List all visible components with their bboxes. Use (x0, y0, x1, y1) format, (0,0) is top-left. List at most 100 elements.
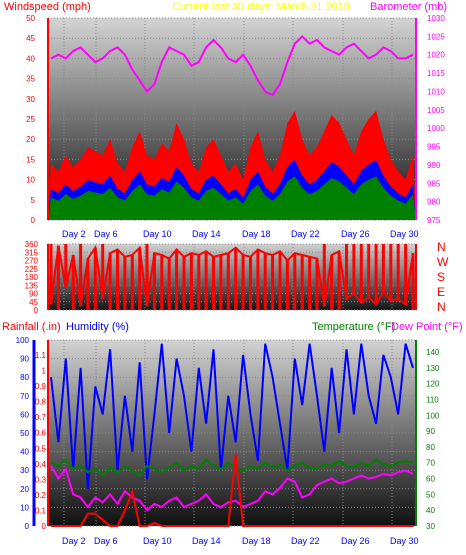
compass-label: S (437, 270, 445, 284)
rainfall-tick: 0.5 (35, 444, 47, 453)
temperature-tick: 40 (426, 506, 435, 515)
x-tick-label: Day 2 (62, 536, 86, 546)
humidity-line (50, 343, 414, 489)
temperature-tick: 140 (426, 348, 440, 357)
barometer-tick: 1015 (427, 69, 445, 78)
temperature-tick: 60 (426, 475, 435, 484)
dewpoint-axis-title: Dew Point (°F) (391, 321, 463, 333)
rainfall-axis-title: Rainfall (.in) (2, 321, 61, 333)
compass-label: W (437, 255, 449, 269)
barometer-tick: 995 (427, 143, 441, 152)
x-tick-label: Day 30 (390, 536, 419, 546)
windspeed-axis-title: Windspeed (mph) (4, 1, 91, 13)
temperature-tick: 120 (426, 380, 440, 389)
direction-tick: 315 (25, 248, 39, 257)
humidity-tick: 20 (20, 485, 29, 494)
humidity-tick: 100 (16, 336, 30, 345)
windspeed-tick: 50 (26, 14, 35, 23)
x-tick-label: Day 14 (192, 536, 221, 546)
wind-x-labels: Day 2 Day 6 Day 10 Day 14 Day 18 Day 22 Day 26… (62, 229, 419, 239)
wind-low-area (48, 176, 416, 220)
barometer-tick: 1000 (427, 124, 445, 133)
direction-tick: 0 (34, 306, 39, 315)
temperature-tick: 100 (426, 411, 440, 420)
rainfall-tick: 0.3 (35, 475, 47, 484)
rainfall-tick: 0.7 (35, 413, 47, 422)
barometer-tick: 985 (427, 179, 441, 188)
rainfall-tick: 0.2 (35, 491, 47, 500)
barometer-tick: 1025 (427, 32, 445, 41)
compass-label: N (437, 300, 446, 314)
temperature-tick: 50 (426, 490, 435, 499)
rainfall-tick: 0.8 (35, 398, 47, 407)
chart-title: Current last 30 days: March 31 2018 (172, 1, 350, 13)
rainfall-tick: 0 (42, 522, 47, 531)
x-tick-label: Day 18 (242, 536, 271, 546)
direction-tick: 360 (25, 240, 39, 249)
barometer-tick: 1005 (427, 106, 445, 115)
temperature-axis-title: Temperature (°F) (312, 321, 395, 333)
x-tick-label: Day 2 (62, 229, 86, 239)
humidity-series (50, 343, 414, 527)
temperature-tick-labels: 140 130 120 110 100 90 80 70 60 50 40 30 (426, 348, 440, 531)
temperature-tick: 70 (426, 459, 435, 468)
humidity-axis-title: Humidity (%) (66, 321, 129, 333)
temperature-tick: 130 (426, 364, 440, 373)
x-tick-label: Day 10 (143, 229, 172, 239)
temperature-tick: 80 (426, 443, 435, 452)
humidity-tick: 80 (20, 373, 29, 382)
barometer-tick: 980 (427, 198, 441, 207)
compass-label: E (437, 285, 445, 299)
direction-tick: 90 (29, 290, 38, 299)
barometer-tick: 1030 (427, 14, 445, 23)
windspeed-tick: 45 (26, 34, 35, 43)
dewpoint-line (50, 465, 414, 512)
rainfall-tick: 0.1 (35, 506, 47, 515)
x-tick-label: Day 18 (242, 229, 271, 239)
rainfall-tick: 0.9 (35, 382, 47, 391)
humidity-x-labels: Day 2 Day 6 Day 10 Day 14 Day 18 Day 22 Day 26… (62, 536, 419, 546)
rainfall-line (51, 454, 413, 527)
humidity-tick: 50 (20, 429, 29, 438)
barometer-tick: 975 (427, 216, 441, 225)
humidity-tick: 0 (25, 522, 30, 531)
windspeed-tick: 40 (26, 54, 35, 63)
barometer-axis-title: Barometer (mb) (370, 1, 447, 13)
windspeed-tick: 15 (26, 155, 35, 164)
rainfall-tick-labels: 1.1 1 0.9 0.8 0.7 0.6 0.5 0.4 0.3 0.2 0.1 0 (35, 351, 47, 531)
direction-tick: 180 (25, 273, 39, 282)
humidity-tick: 40 (20, 448, 29, 457)
rainfall-tick: 0.4 (35, 460, 47, 469)
humidity-tick: 60 (20, 410, 29, 419)
direction-tick: 135 (25, 281, 39, 290)
x-tick-label: Day 22 (291, 229, 320, 239)
x-tick-label: Day 26 (341, 536, 370, 546)
direction-line (50, 244, 414, 307)
direction-series (49, 244, 415, 310)
humidity-tick: 70 (20, 392, 29, 401)
windspeed-tick: 10 (26, 176, 35, 185)
rainfall-tick: 1.1 (35, 351, 47, 360)
humidity-tick: 10 (20, 503, 29, 512)
x-tick-label: Day 14 (192, 229, 221, 239)
barometer-tick: 990 (427, 161, 441, 170)
windspeed-tick: 30 (26, 95, 35, 104)
rainfall-tick: 1 (42, 367, 47, 376)
direction-tick: 270 (25, 257, 39, 266)
windspeed-tick: 5 (31, 196, 36, 205)
barometer-tick: 1010 (427, 87, 445, 96)
barometer-tick-labels: 1030 1025 1020 1015 1010 1005 1000 995 990 985 980… (427, 14, 445, 225)
temperature-line (50, 458, 414, 477)
direction-tick: 45 (29, 298, 38, 307)
rainfall-tick: 0.6 (35, 429, 47, 438)
windspeed-tick: 35 (26, 75, 35, 84)
compass-label: N (437, 240, 446, 254)
x-tick-label: Day 6 (94, 536, 118, 546)
temperature-tick: 110 (426, 395, 439, 404)
barometer-tick: 1020 (427, 51, 445, 60)
x-tick-label: Day 30 (390, 229, 419, 239)
